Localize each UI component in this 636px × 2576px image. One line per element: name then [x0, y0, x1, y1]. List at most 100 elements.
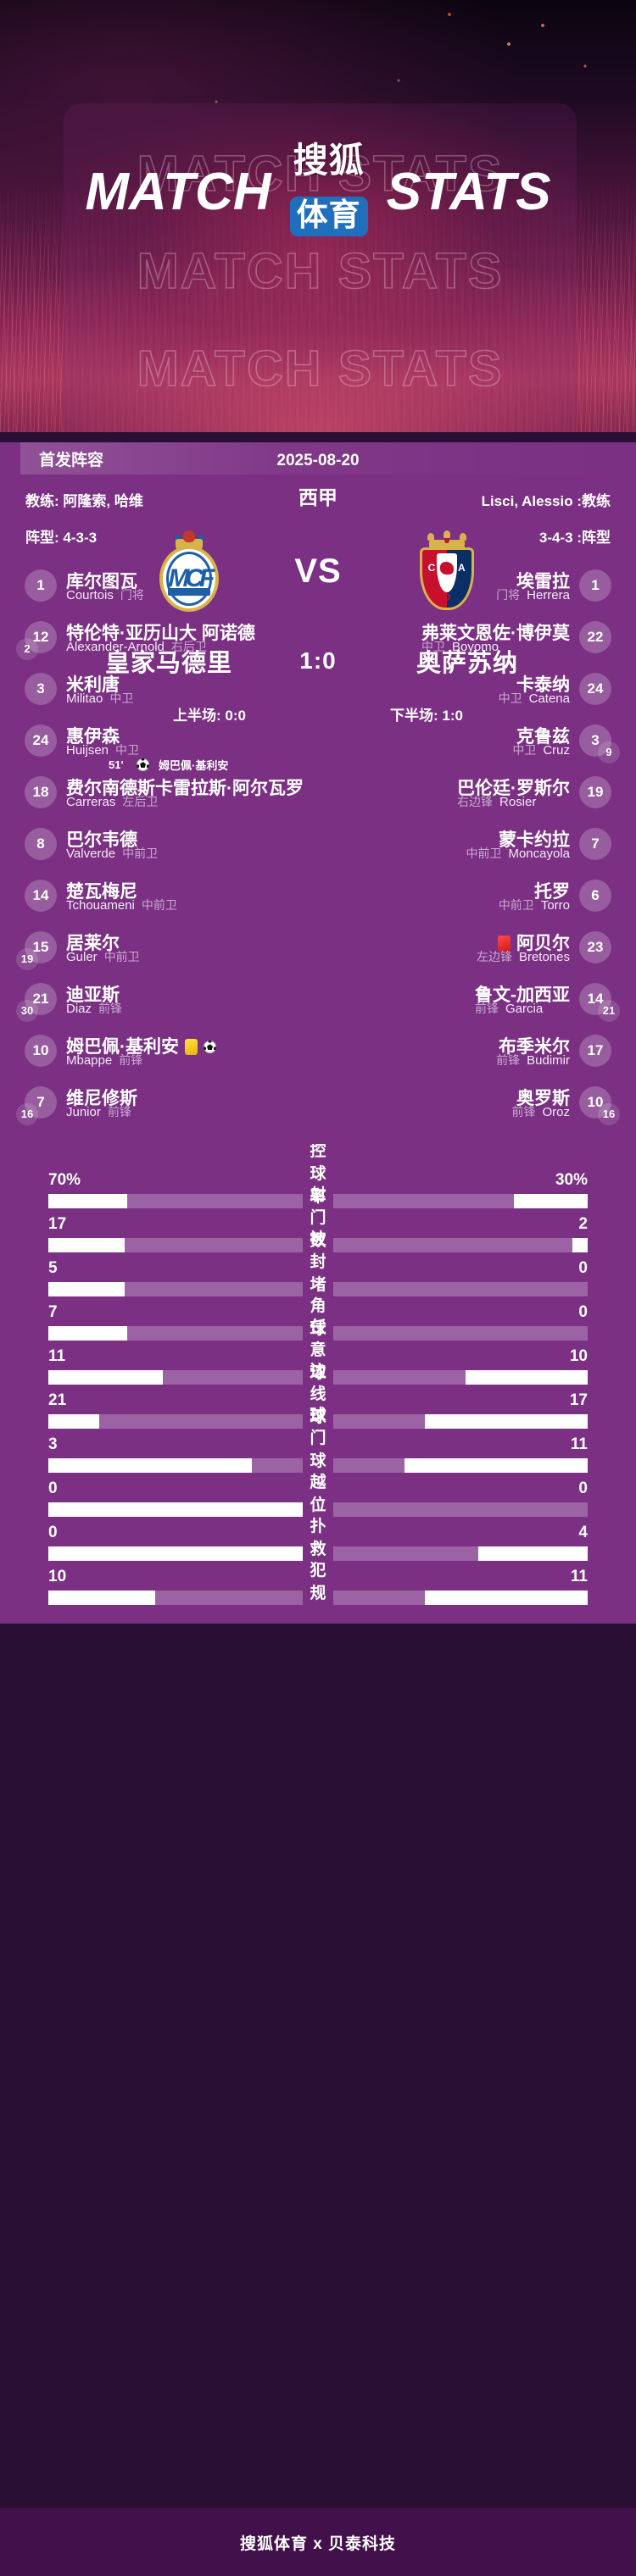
player-name-row: 居莱尔 [66, 933, 140, 953]
away-player[interactable]: 22 弗莱文恩佐·博伊莫 Boyomo 中卫 [318, 620, 636, 658]
lineup-row: 1 库尔图瓦 Courtois 门将 1 埃雷拉 Herrera 门将 [0, 562, 636, 613]
stat-row: 0 扑救 4 [0, 1517, 636, 1561]
player-name-en: Mbappe [66, 1052, 113, 1068]
away-player[interactable]: 3 9 克鲁兹 Cruz 中卫 [318, 724, 636, 763]
shirt-number: 6 [579, 879, 611, 912]
bar-fill [48, 1370, 163, 1385]
home-player[interactable]: 7 16 维尼修斯 Junior 前锋 [0, 1085, 318, 1125]
home-player[interactable]: 8 巴尔韦德 Valverde 中前卫 [0, 827, 318, 865]
home-player[interactable]: 18 费尔南德斯卡雷拉斯·阿尔瓦罗 Carreras 左后卫 [0, 775, 318, 813]
shirt-number: 18 [25, 775, 57, 808]
shirt-number: 3 [25, 672, 57, 705]
player-name-en: Garcia [505, 1001, 544, 1016]
lineup-row: 8 巴尔韦德 Valverde 中前卫 7 蒙卡约拉 Moncayola 中前卫 [0, 820, 636, 872]
shirt-number: 21 [25, 982, 57, 1015]
stat-label: 控球率 [310, 1142, 326, 1206]
match-info: 2025-08-20 西甲 MCF VS C A O [0, 432, 636, 847]
home-stat-value: 21 [48, 1391, 67, 1409]
player-number-badge: 14 21 [579, 982, 620, 1022]
away-player[interactable]: 23 阿贝尔 Bretones 左边锋 [318, 930, 636, 969]
home-player[interactable]: 14 楚瓦梅尼 Tchouameni 中前卫 [0, 879, 318, 917]
player-name-cn: 埃雷拉 [516, 571, 570, 591]
player-detail-row: Guler 中前卫 [66, 950, 140, 965]
away-stat-bar: 0 [333, 1259, 588, 1296]
player-detail-row: Budimir 前锋 [496, 1053, 570, 1069]
stat-row: 10 犯规 11 [0, 1561, 636, 1605]
player-detail-row: Diaz 前锋 [66, 1002, 122, 1017]
home-player[interactable]: 24 惠伊森 Huijsen 中卫 [0, 724, 318, 762]
home-player[interactable]: 10 姆巴佩·基利安 Mbappe 前锋 [0, 1034, 318, 1072]
away-player[interactable]: 17 布季米尔 Budimir 前锋 [318, 1034, 636, 1072]
home-player[interactable]: 1 库尔图瓦 Courtois 门将 [0, 569, 318, 607]
scoreline: 皇家马德里 1:0 奥萨苏纳 [0, 643, 636, 679]
player-position: 中卫 [109, 691, 134, 705]
player-name-cn: 奥罗斯 [516, 1088, 570, 1108]
player-position: 中卫 [421, 639, 445, 653]
player-name-en: Oroz [542, 1104, 570, 1119]
player-name-cn: 库尔图瓦 [66, 571, 137, 591]
shirt-number: 17 [579, 1034, 611, 1067]
football-icon [137, 758, 149, 771]
bar-track [333, 1326, 588, 1341]
away-player[interactable]: 7 蒙卡约拉 Moncayola 中前卫 [318, 827, 636, 865]
player-name-row: 巴伦廷·罗斯尔 [457, 778, 570, 798]
player-text: 居莱尔 Guler 中前卫 [66, 933, 140, 965]
away-player[interactable]: 24 卡泰纳 Catena 中卫 [318, 672, 636, 710]
half-scores: 上半场: 0:0 下半场: 1:0 [0, 703, 636, 724]
player-name-cn: 居莱尔 [66, 933, 120, 953]
player-name-cn: 费尔南德斯卡雷拉斯·阿尔瓦罗 [66, 778, 304, 798]
player-text: 特伦特·亚历山大 阿诺德 Alexander-Arnold 右后卫 [66, 624, 255, 655]
home-stat-bar: 5 [48, 1259, 303, 1296]
bar-fill [404, 1458, 588, 1473]
player-name-en: Tchouameni [66, 897, 135, 913]
player-number-badge: 15 19 [16, 930, 57, 970]
player-name-cn: 巴伦廷·罗斯尔 [457, 778, 570, 798]
sohu-brand-text: 搜狐 [293, 141, 365, 180]
away-player[interactable]: 6 托罗 Torro 中前卫 [318, 879, 636, 917]
away-player[interactable]: 14 21 鲁文-加西亚 Garcia 前锋 [318, 982, 636, 1022]
player-name-row: 特伦特·亚历山大 阿诺德 [66, 624, 255, 643]
away-formation: 3-4-3 :阵型 [538, 530, 611, 546]
home-player[interactable]: 15 19 居莱尔 Guler 中前卫 [0, 930, 318, 970]
substitute-number: 16 [598, 1102, 620, 1125]
football-icon [204, 1041, 216, 1054]
bar-track [48, 1546, 303, 1561]
bar-fill [514, 1194, 588, 1208]
sohu-sports-badge: 体育 [289, 197, 368, 236]
player-name-en: Boyomo [452, 639, 499, 654]
home-player[interactable]: 3 米利唐 Militao 中卫 [0, 672, 318, 710]
home-stat-value: 3 [48, 1435, 58, 1453]
away-player[interactable]: 19 巴伦廷·罗斯尔 Rosier 右边锋 [318, 775, 636, 813]
player-text: 弗莱文恩佐·博伊莫 Boyomo 中卫 [421, 624, 570, 655]
lineup-row: 21 30 迪亚斯 Diaz 前锋 14 21 鲁文-加西亚 Garcia 前锋 [0, 975, 636, 1027]
stat-label: 球门球 [310, 1407, 326, 1470]
player-name-en: Valverde [66, 846, 116, 861]
player-name-row: 费尔南德斯卡雷拉斯·阿尔瓦罗 [66, 778, 304, 798]
player-name-row: 姆巴佩·基利安 [66, 1037, 216, 1057]
player-name-cn: 卡泰纳 [516, 675, 570, 695]
shirt-number: 7 [579, 827, 611, 860]
player-detail-row: Courtois 门将 [66, 588, 144, 603]
player-position: 中卫 [115, 742, 140, 757]
stat-bars: 70% 控球率 30% 17 射门数 2 5 被封堵 0 7 角球 0 11 任意球 10 21 边线球 17 3 球… [0, 1142, 636, 1624]
player-name-row: 托罗 [499, 882, 570, 902]
away-stat-bar: 30% [333, 1171, 588, 1208]
player-name-en: Militao [66, 691, 103, 706]
bar-fill [48, 1591, 155, 1605]
away-stat-bar: 4 [333, 1524, 588, 1561]
home-stat-value: 0 [48, 1524, 58, 1541]
player-name-en: Cruz [543, 742, 570, 758]
player-name-en: Moncayola [508, 846, 570, 861]
home-player[interactable]: 12 2 特伦特·亚历山大 阿诺德 Alexander-Arnold 右后卫 [0, 620, 318, 660]
away-player[interactable]: 10 16 奥罗斯 Oroz 前锋 [318, 1085, 636, 1125]
home-player[interactable]: 21 30 迪亚斯 Diaz 前锋 [0, 982, 318, 1022]
player-text: 楚瓦梅尼 Tchouameni 中前卫 [66, 882, 177, 913]
player-detail-row: Huijsen 中卫 [66, 742, 140, 758]
lineup-section: 首发阵容 教练: 阿隆索, 哈维 Lisci, Alessio :教练 阵型: … [0, 442, 636, 1144]
ghost-text-row: MATCH STATS [137, 340, 504, 397]
away-team-crest-osasuna: C A O [408, 529, 486, 613]
player-position: 左后卫 [122, 794, 159, 808]
away-stat-bar: 11 [333, 1435, 588, 1473]
away-player[interactable]: 1 埃雷拉 Herrera 门将 [318, 569, 636, 607]
